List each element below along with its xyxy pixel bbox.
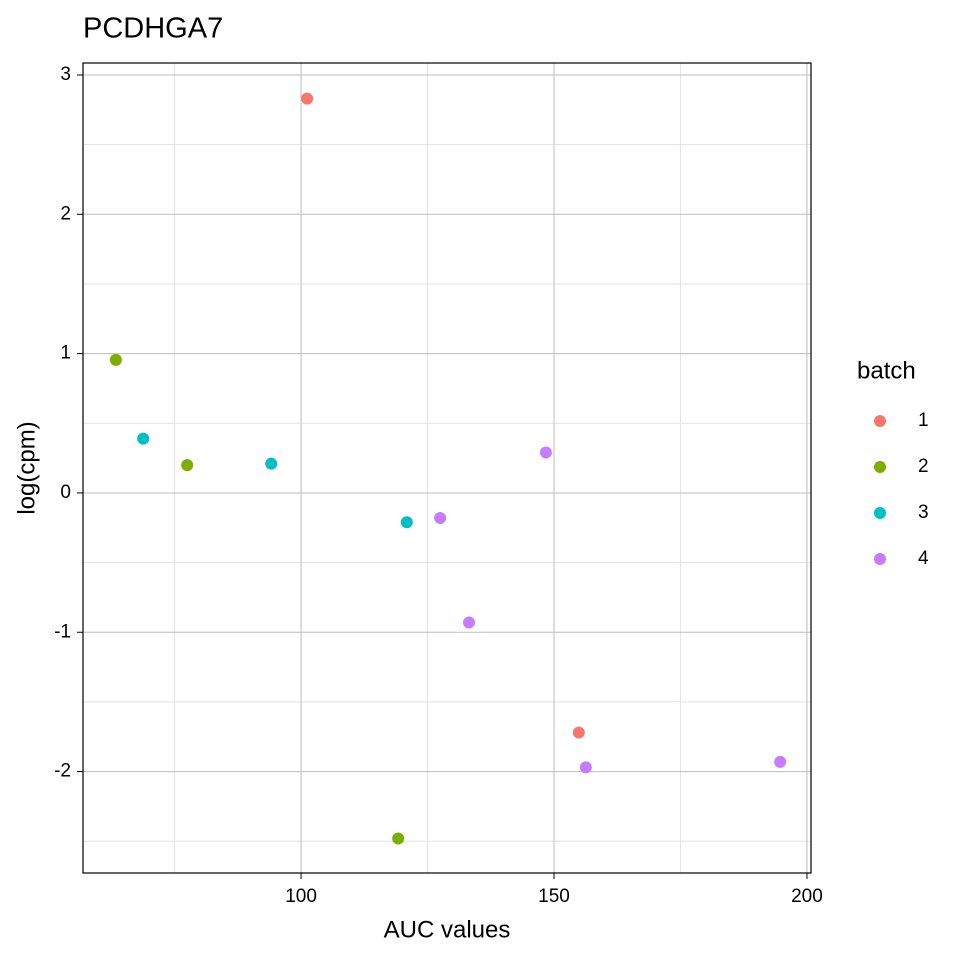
y-tick-label: 2 bbox=[60, 203, 71, 224]
y-tick-label: 3 bbox=[60, 64, 71, 85]
point bbox=[265, 457, 278, 470]
legend-label: 4 bbox=[918, 548, 929, 569]
point bbox=[572, 726, 585, 739]
x-tick-label: 200 bbox=[791, 886, 823, 907]
legend-key bbox=[874, 415, 886, 427]
point bbox=[774, 755, 787, 768]
legend-label: 2 bbox=[918, 456, 929, 477]
legend-title: batch bbox=[857, 357, 916, 384]
point bbox=[181, 459, 194, 472]
legend-key bbox=[874, 461, 886, 473]
legend-label: 1 bbox=[918, 410, 929, 431]
chart-title: PCDHGA7 bbox=[83, 13, 223, 45]
point bbox=[400, 516, 413, 529]
point bbox=[579, 761, 592, 774]
point bbox=[109, 353, 122, 366]
point bbox=[539, 446, 552, 459]
x-tick-label: 150 bbox=[538, 886, 570, 907]
point bbox=[434, 512, 447, 525]
legend-key bbox=[874, 507, 886, 519]
point bbox=[392, 832, 405, 845]
x-axis-label: AUC values bbox=[384, 916, 511, 943]
y-tick-label: 1 bbox=[60, 343, 71, 364]
y-tick-label: -1 bbox=[54, 621, 71, 642]
panel-border bbox=[82, 62, 812, 874]
point bbox=[301, 92, 314, 105]
y-tick-label: -2 bbox=[54, 761, 71, 782]
x-tick-label: 100 bbox=[285, 886, 317, 907]
point bbox=[137, 432, 150, 445]
y-tick-label: 0 bbox=[60, 482, 71, 503]
legend-label: 3 bbox=[918, 502, 929, 523]
legend-key bbox=[874, 553, 886, 565]
point bbox=[463, 616, 476, 629]
y-axis-label: log(cpm) bbox=[13, 421, 40, 514]
